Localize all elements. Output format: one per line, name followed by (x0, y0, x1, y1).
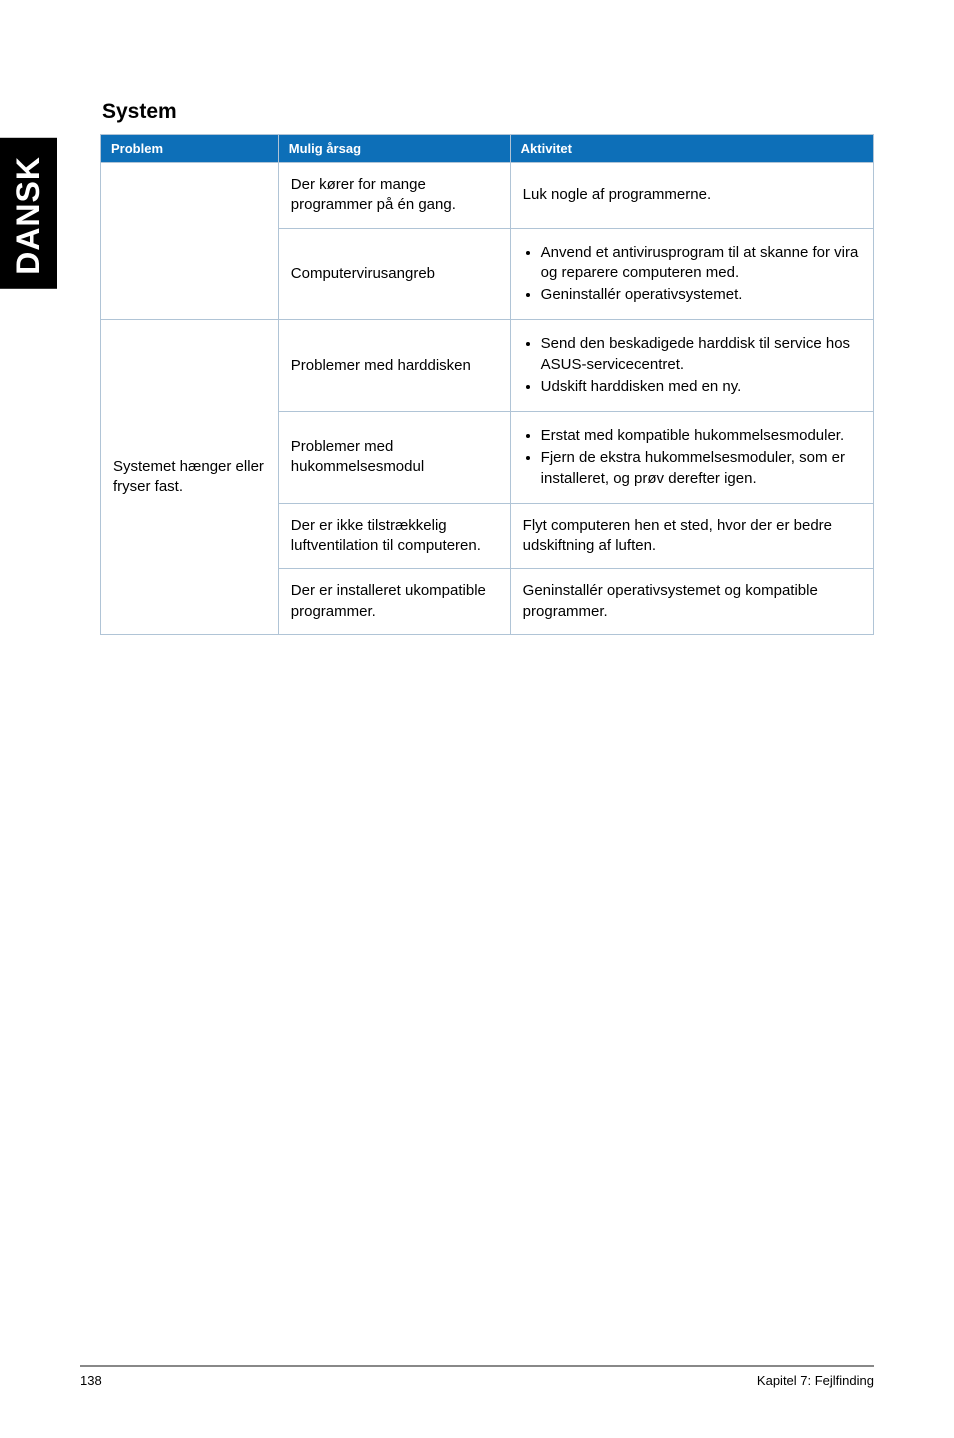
header-cause: Mulig årsag (278, 135, 510, 163)
cell-problem: Systemet hænger eller fryser fast. (101, 320, 279, 635)
footer-page-number: 138 (80, 1373, 102, 1388)
list-item: Udskift harddisken med en ny. (541, 377, 861, 397)
list-item: Anvend et antivirusprogram til at skanne… (541, 243, 861, 284)
header-problem: Problem (101, 135, 279, 163)
cell-cause: Der er installeret ukompatible programme… (278, 569, 510, 635)
list-item: Erstat med kompatible hukommelsesmoduler… (541, 426, 861, 446)
table-row: Systemet hænger eller fryser fast. Probl… (101, 320, 874, 412)
activity-list: Send den beskadigede harddisk til servic… (523, 334, 861, 397)
table-row: Der kører for mange programmer på én gan… (101, 163, 874, 229)
cell-cause: Problemer med harddisken (278, 320, 510, 412)
table-header-row: Problem Mulig årsag Aktivitet (101, 135, 874, 163)
list-item: Send den beskadigede harddisk til servic… (541, 334, 861, 375)
cell-activity: Send den beskadigede harddisk til servic… (510, 320, 873, 412)
cell-activity: Luk nogle af programmerne. (510, 163, 873, 229)
page-footer: 138 Kapitel 7: Fejlfinding (80, 1365, 874, 1388)
cell-activity: Erstat med kompatible hukommelsesmoduler… (510, 412, 873, 504)
page-container: System Problem Mulig årsag Aktivitet Der… (0, 0, 954, 1438)
activity-list: Anvend et antivirusprogram til at skanne… (523, 243, 861, 306)
cell-activity: Flyt computeren hen et sted, hvor der er… (510, 503, 873, 569)
cell-cause: Der kører for mange programmer på én gan… (278, 163, 510, 229)
content-area: System Problem Mulig årsag Aktivitet Der… (100, 100, 874, 635)
system-table: Problem Mulig årsag Aktivitet Der kører … (100, 134, 874, 635)
cell-activity: Geninstallér operativsystemet og kompati… (510, 569, 873, 635)
cell-cause: Computervirusangreb (278, 228, 510, 320)
section-title: System (102, 100, 874, 124)
cell-activity: Anvend et antivirusprogram til at skanne… (510, 228, 873, 320)
cell-cause: Problemer med hukommelsesmodul (278, 412, 510, 504)
cell-problem-empty (101, 163, 279, 320)
list-item: Fjern de ekstra hukommelsesmoduler, som … (541, 448, 861, 489)
list-item: Geninstallér operativsystemet. (541, 285, 861, 305)
header-activity: Aktivitet (510, 135, 873, 163)
activity-list: Erstat med kompatible hukommelsesmoduler… (523, 426, 861, 489)
footer-chapter: Kapitel 7: Fejlfinding (757, 1373, 874, 1388)
cell-cause: Der er ikke tilstrækkelig luftventilatio… (278, 503, 510, 569)
